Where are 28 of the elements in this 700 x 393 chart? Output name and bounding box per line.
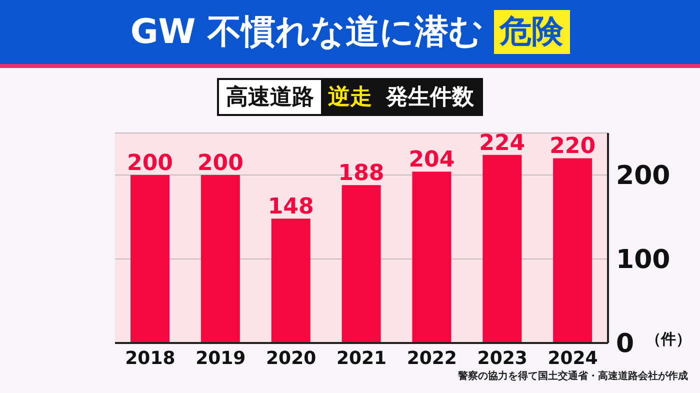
data-label: 200 [127,151,173,176]
x-tick-label: 2018 [125,348,176,369]
x-tick-label: 2021 [336,348,387,369]
bar [342,185,381,343]
bar [200,175,240,343]
chart-subtitle: 高速道路 逆走 発生件数 [219,80,481,114]
y-tick-label: 200 [616,161,670,192]
data-label: 148 [268,194,314,220]
text: 警察の協力を得て国土交通省・高速道路会社が作成 [458,369,688,383]
chart-title: GW 不慣れな道に潜む 危険 [130,11,565,54]
y-axis-title: （件） [646,330,691,349]
bar [412,172,452,343]
x-tick-label: 2019 [196,348,246,369]
bar [482,154,522,343]
x-tick-label: 2022 [406,348,457,369]
y-tick-label: 100 [616,245,670,276]
bar [271,218,310,343]
data-label: 204 [408,148,455,173]
data-label: 188 [338,161,384,186]
data-label: 200 [197,151,244,176]
x-tick-label: 2020 [266,348,316,369]
bar [553,158,592,343]
x-tick-label: 2023 [477,348,528,369]
y-tick-label: 0 [616,329,634,360]
data-label: 224 [479,130,526,156]
x-tick-label: 2024 [548,348,598,369]
bar [130,175,170,343]
data-label: 220 [550,134,596,160]
